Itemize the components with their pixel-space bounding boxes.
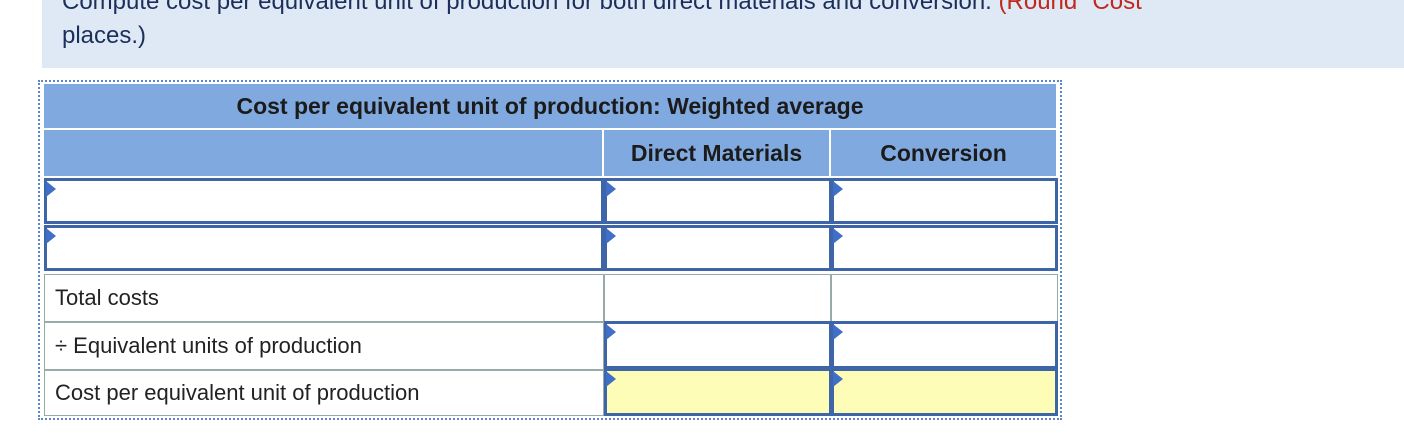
table-frame [38,80,1062,420]
row-label: Cost per equivalent unit of production [44,370,604,416]
column-header: Conversion [831,130,1056,176]
value-input[interactable] [604,225,832,271]
value-cell [831,274,1058,322]
value-input[interactable] [604,178,832,224]
instruction-note: (Round "Cost [998,0,1142,15]
result-input[interactable] [831,368,1058,416]
value-input[interactable] [831,178,1058,224]
label-input[interactable] [44,225,604,271]
table-title: Cost per equivalent unit of production: … [44,84,1056,128]
row-label: Total costs [44,274,604,322]
value-cell [604,274,831,322]
value-input[interactable] [604,321,832,369]
instruction-line: Compute cost per equivalent unit of prod… [62,0,1142,16]
header-blank [44,130,602,176]
result-input[interactable] [604,368,832,416]
value-input[interactable] [831,321,1058,369]
instruction-text: Compute cost per equivalent unit of prod… [62,0,992,15]
label-input[interactable] [44,178,604,224]
instruction-box: Compute cost per equivalent unit of prod… [42,0,1404,68]
value-input[interactable] [831,225,1058,271]
row-label: ÷ Equivalent units of production [44,322,604,370]
column-header: Direct Materials [604,130,829,176]
instruction-continuation: places.) [62,22,147,49]
